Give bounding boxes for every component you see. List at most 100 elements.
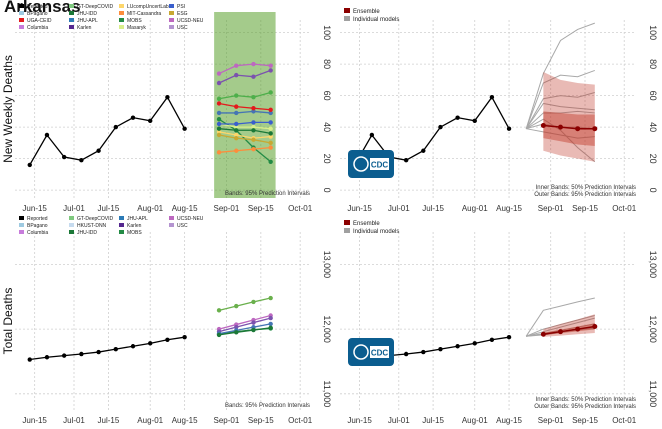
bands-note: Bands: 95% Prediction Intervals	[225, 191, 310, 197]
series-point	[234, 104, 238, 108]
chart-panel-weekly-models: Jun-15 Jul-01 Jul-15 Aug-01 Aug-15 Sep-01 Sep-…	[15, 4, 332, 213]
series-point	[234, 73, 238, 77]
observed-point	[404, 158, 408, 162]
series-point	[217, 101, 221, 105]
series-point	[251, 106, 255, 110]
series-point	[251, 320, 255, 324]
series-point	[217, 333, 221, 337]
legend-label: USC	[177, 223, 188, 229]
legend: EnsembleIndividual models	[344, 220, 399, 235]
legend-swatch	[169, 25, 174, 29]
series-point	[234, 330, 238, 334]
legend-swatch	[69, 216, 74, 220]
series-point	[268, 90, 272, 94]
series-point	[251, 95, 255, 99]
x-tick-label: Sep-01	[538, 204, 564, 213]
legend-swatch	[169, 11, 174, 15]
series-point	[251, 147, 255, 151]
x-tick-label: Aug-01	[137, 204, 163, 213]
legend-swatch	[169, 216, 174, 220]
legend-label: Columbia	[27, 25, 48, 31]
forecast-band	[214, 12, 275, 198]
observed-line	[30, 97, 185, 165]
legend-swatch	[69, 4, 74, 8]
observed-point	[79, 158, 83, 162]
observed-point	[45, 355, 49, 359]
legend-swatch	[169, 223, 174, 227]
y-tick-label: 13,000	[322, 251, 332, 279]
cdc-logo-text: CDC	[371, 349, 389, 358]
legend-swatch	[69, 18, 74, 22]
series-point	[251, 128, 255, 132]
ensemble-point	[558, 329, 563, 334]
observed-point	[165, 338, 169, 342]
series-point	[234, 304, 238, 308]
series-point	[217, 81, 221, 85]
x-tick-label: Oct-01	[612, 204, 637, 213]
y-tick-label: 0	[648, 188, 658, 193]
legend-label: JHU-APL	[77, 18, 98, 24]
y-tick-label: 80	[648, 59, 658, 69]
cdc-logo: CDC	[348, 150, 394, 178]
x-tick-label: Sep-15	[572, 416, 598, 425]
y-tick-label: 20	[648, 154, 658, 164]
observed-point	[45, 133, 49, 137]
x-tick-label: Oct-01	[612, 416, 637, 425]
series-point	[234, 128, 238, 132]
x-tick-label: Jul-01	[388, 416, 410, 425]
x-tick-label: Jun-15	[22, 204, 47, 213]
ensemble-point	[575, 126, 580, 131]
observed-point	[490, 95, 494, 99]
observed-point	[28, 357, 32, 361]
series-point	[217, 117, 221, 121]
observed-point	[421, 350, 425, 354]
y-tick-label: 0	[322, 188, 332, 193]
series-point	[251, 328, 255, 332]
legend-swatch	[19, 25, 24, 29]
legend-label: Reported	[27, 4, 48, 10]
legend-label: Individual models	[353, 17, 399, 23]
observed-point	[131, 115, 135, 119]
legend-swatch	[169, 18, 174, 22]
legend-swatch	[119, 223, 124, 227]
series-point	[268, 316, 272, 320]
legend-swatch	[119, 4, 124, 8]
x-tick-label: Jul-15	[422, 204, 444, 213]
y-tick-label: 11,000	[648, 380, 658, 407]
y-tick-label: 100	[648, 25, 658, 40]
legend-label: UCSD-NEU	[177, 216, 204, 222]
series-point	[217, 133, 221, 137]
series-point	[268, 108, 272, 112]
observed-point	[182, 126, 186, 130]
x-tick-label: Aug-01	[462, 416, 488, 425]
legend-swatch	[69, 223, 74, 227]
series-point	[234, 111, 238, 115]
cdc-logo-text: CDC	[371, 161, 389, 170]
legend-label: Reported	[27, 216, 48, 222]
legend-swatch	[69, 11, 74, 15]
legend-swatch	[19, 230, 24, 234]
ensemble-point	[558, 125, 563, 130]
x-tick-label: Sep-15	[248, 204, 274, 213]
legend-label: Individual models	[353, 229, 399, 235]
x-tick-label: Jun-15	[347, 204, 372, 213]
observed-point	[28, 163, 32, 167]
series-point	[268, 63, 272, 67]
legend-swatch	[69, 25, 74, 29]
x-tick-label: Jun-15	[22, 416, 47, 425]
observed-point	[421, 149, 425, 153]
legend-label: MIT-Cassandra	[127, 11, 161, 17]
observed-point	[79, 352, 83, 356]
observed-point	[490, 338, 494, 342]
y-tick-label: 60	[322, 91, 332, 101]
y-tick-label: 12,000	[322, 315, 332, 343]
observed-point	[473, 341, 477, 345]
observed-point	[148, 119, 152, 123]
series-point	[217, 308, 221, 312]
chart-panel-total-models: Jun-15 Jul-01 Jul-15 Aug-01 Aug-15 Sep-01 Sep-…	[15, 216, 332, 425]
x-tick-label: Jul-01	[63, 204, 85, 213]
legend-label: GT-DeepCOVID	[77, 4, 114, 10]
x-tick-label: Jun-15	[347, 416, 372, 425]
series-point	[251, 120, 255, 124]
x-tick-label: Aug-15	[172, 204, 198, 213]
